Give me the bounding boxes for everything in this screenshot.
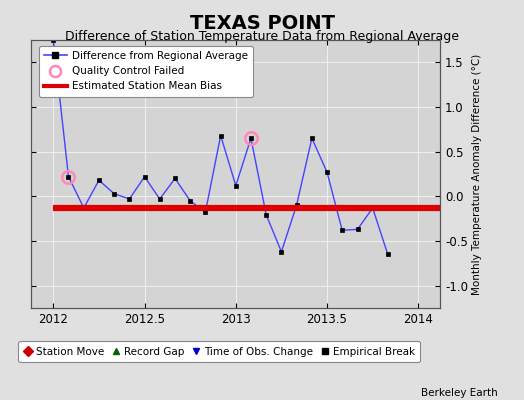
Y-axis label: Monthly Temperature Anomaly Difference (°C): Monthly Temperature Anomaly Difference (… — [472, 53, 482, 295]
Text: TEXAS POINT: TEXAS POINT — [190, 14, 334, 33]
Text: Berkeley Earth: Berkeley Earth — [421, 388, 498, 398]
Text: Difference of Station Temperature Data from Regional Average: Difference of Station Temperature Data f… — [65, 30, 459, 43]
Legend: Station Move, Record Gap, Time of Obs. Change, Empirical Break: Station Move, Record Gap, Time of Obs. C… — [18, 341, 420, 362]
